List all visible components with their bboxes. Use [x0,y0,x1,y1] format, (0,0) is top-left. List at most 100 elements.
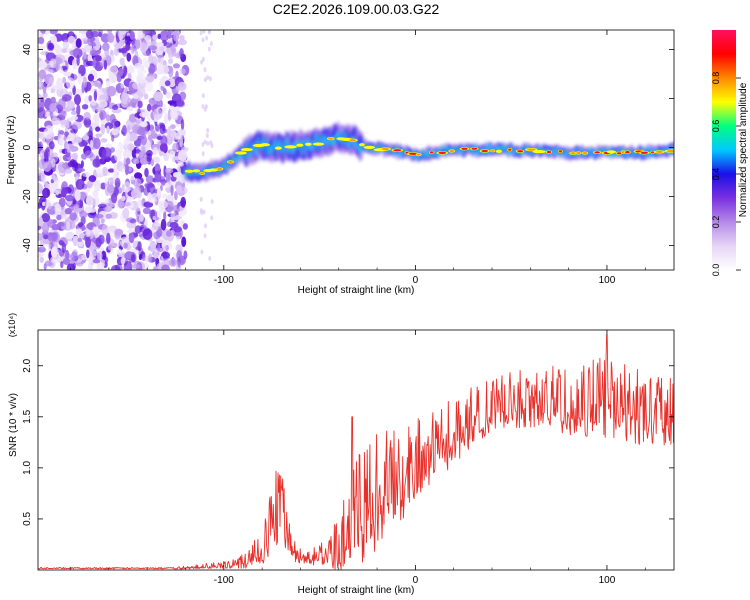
noise-speckle [69,49,78,56]
ridge-hotspot [576,151,581,155]
noise-speckle [210,199,214,205]
noise-speckle [78,64,86,77]
noise-speckle [67,160,75,168]
noise-speckle [100,138,108,143]
x-tick-label: 100 [599,275,616,286]
noise-speckle [70,115,79,121]
noise-speckle [43,127,53,140]
noise-speckle [137,68,147,75]
noise-speckle [152,54,162,65]
noise-speckle [126,132,131,143]
noise-speckle [42,161,52,173]
ridge-hotspot [640,151,649,154]
noise-speckle [49,103,57,113]
noise-speckle [54,43,60,54]
noise-speckle [42,187,50,199]
noise-speckle [102,166,108,177]
noise-speckle [104,177,108,189]
noise-speckle [81,104,89,110]
noise-speckle [164,80,171,87]
noise-speckle [155,124,160,132]
noise-speckle [38,36,45,45]
noise-speckle [107,32,115,44]
ridge-hotspot [210,168,217,172]
noise-speckle [120,47,128,54]
noise-speckle [92,190,99,198]
noise-speckle [38,45,46,50]
noise-speckle [61,187,67,198]
noise-speckle [121,124,127,137]
noise-speckle [169,150,176,159]
noise-speckle [170,184,174,196]
ridge-hotspot [416,153,421,156]
noise-speckle [65,232,75,240]
noise-speckle [124,163,129,176]
noise-speckle [123,148,132,160]
colorbar: 0.0 0.2 0.4 0.6 0.8 Normalized spectral ampl… [711,30,749,276]
ridge-hotspot [594,151,600,154]
noise-speckle [168,258,177,267]
noise-speckle [168,78,176,88]
noise-speckle [133,178,142,188]
noise-speckle [152,215,156,221]
snr-line [38,334,674,570]
noise-speckle [158,200,169,209]
noise-speckle [97,82,102,89]
noise-speckle [137,86,146,97]
colorbar-tick-label: 0.6 [711,120,721,133]
noise-speckle [77,237,83,243]
spectrogram-frame [37,29,675,271]
noise-speckle [51,224,60,231]
noise-speckle [67,133,75,142]
noise-speckle [51,117,61,126]
noise-speckle [146,103,152,112]
noise-speckle [106,184,115,194]
noise-speckle [107,242,114,251]
noise-speckle [117,248,122,256]
x-tick-label: 0 [413,275,419,286]
ridge-hotspot [625,151,630,154]
noise-speckle [87,73,94,82]
noise-speckle [117,30,126,39]
noise-speckle [125,157,131,165]
noise-speckle [77,73,82,85]
noise-speckle [179,35,185,41]
noise-speckle [143,219,148,228]
noise-speckle [150,159,154,167]
noise-speckle [179,91,187,101]
noise-speckle [85,236,91,248]
noise-speckle [199,30,203,36]
noise-speckle [42,201,46,207]
noise-speckle [203,67,207,73]
noise-speckle [54,203,62,215]
noise-speckle [86,181,93,189]
noise-speckle [153,251,159,259]
noise-speckle [89,250,93,263]
noise-speckle [179,48,184,58]
noise-speckle [137,241,142,252]
noise-speckle [135,39,141,49]
noise-speckle [200,59,204,65]
noise-speckle [71,152,79,162]
ridge-hotspot [261,143,269,146]
noise-speckle [134,62,142,70]
noise-speckle [152,108,163,120]
y-tick-label: 1.5 [22,409,33,423]
noise-speckle [57,134,64,146]
ridge-hotspot [242,148,252,151]
noise-speckle [38,159,45,170]
noise-speckle [94,179,101,192]
noise-speckle [165,183,170,189]
noise-speckle [39,256,44,263]
noise-speckle [118,67,124,77]
noise-speckle [206,75,210,80]
noise-speckle [203,139,207,145]
noise-speckle [167,221,172,228]
y-tick-label: 0 [22,144,33,150]
noise-speckle [209,140,213,146]
noise-speckle [207,46,211,52]
noise-speckle [201,93,205,99]
noise-speckle [95,126,101,132]
noise-speckle [84,150,94,159]
noise-speckle [120,82,124,89]
